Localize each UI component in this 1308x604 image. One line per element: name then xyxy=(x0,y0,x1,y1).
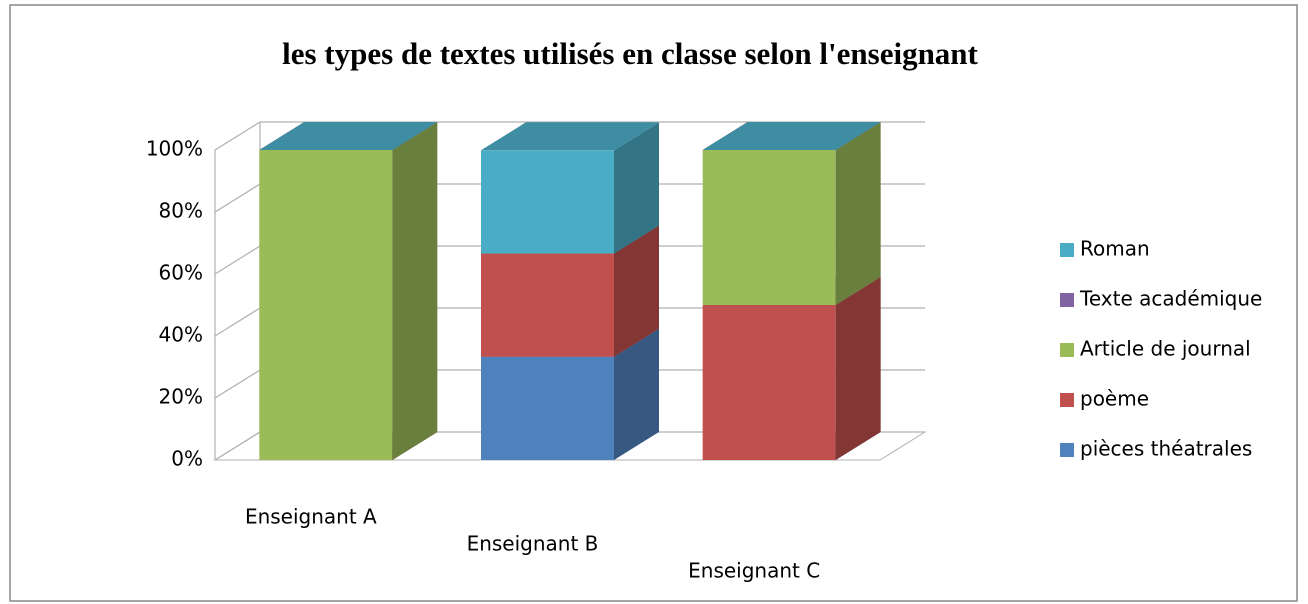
y-tick-label: 0% xyxy=(171,447,203,471)
bar-front xyxy=(481,356,614,460)
legend-swatch xyxy=(1060,393,1074,407)
legend-label: pièces théatrales xyxy=(1080,437,1252,461)
y-tick-label: 60% xyxy=(159,261,203,285)
legend-label: Article de journal xyxy=(1080,337,1251,361)
bar-side xyxy=(835,277,881,460)
y-tick-label: 80% xyxy=(159,199,203,223)
bar-top xyxy=(259,122,438,150)
side-grid-line xyxy=(214,121,261,151)
y-tick-label: 40% xyxy=(159,323,203,347)
bar-front xyxy=(481,253,614,357)
legend-swatch xyxy=(1060,443,1074,457)
bar-side xyxy=(835,122,881,305)
x-tick-label: Enseignant A xyxy=(245,505,377,529)
legend-label: Roman xyxy=(1080,237,1150,261)
bar-front xyxy=(702,305,836,460)
x-tick-label: Enseignant B xyxy=(467,532,599,556)
bar-top xyxy=(702,122,881,150)
bar-side xyxy=(614,122,659,254)
bar-side xyxy=(392,122,438,460)
side-grid-line xyxy=(214,245,261,275)
bar-side xyxy=(614,225,659,357)
bar-front xyxy=(481,150,614,254)
side-grid-line xyxy=(214,369,261,399)
chart-title: les types de textes utilisés en classe s… xyxy=(282,36,978,71)
y-tick-label: 20% xyxy=(159,385,203,409)
bar-side xyxy=(614,328,659,460)
side-grid-line xyxy=(214,431,261,461)
bar-top xyxy=(481,122,659,151)
legend-swatch xyxy=(1060,343,1074,357)
side-grid-line xyxy=(214,307,261,337)
x-tick-label: Enseignant C xyxy=(688,559,820,583)
legend-label: Texte académique xyxy=(1079,287,1262,311)
legend-swatch xyxy=(1060,293,1074,307)
side-grid-line xyxy=(214,183,261,213)
legend-label: poème xyxy=(1080,387,1149,411)
bar-front xyxy=(259,150,393,460)
legend-swatch xyxy=(1060,243,1074,257)
bar-front xyxy=(702,150,836,305)
y-tick-label: 100% xyxy=(146,137,203,161)
